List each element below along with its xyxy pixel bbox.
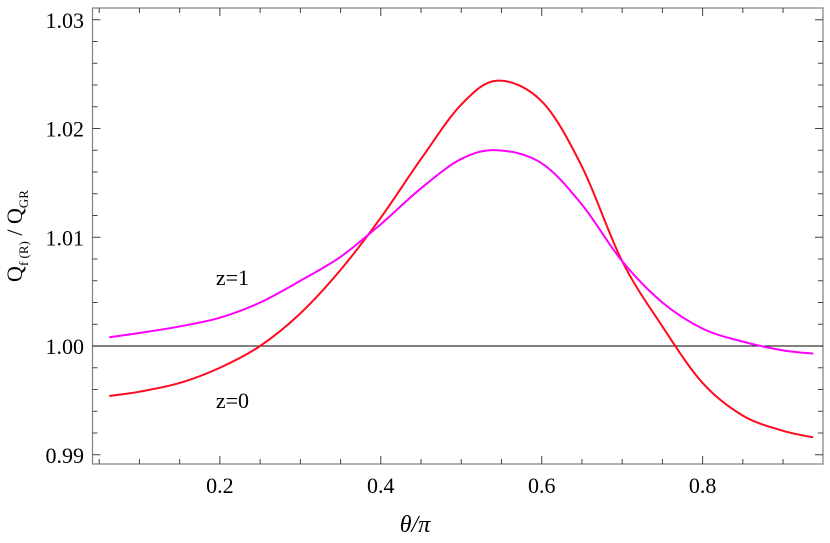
ticks	[92, 8, 823, 464]
x-tick-label: 0.4	[367, 473, 395, 498]
annotation-z-1: z=1	[216, 265, 249, 290]
annotations: z=1 z=0	[216, 265, 249, 413]
series-group	[109, 79, 814, 439]
y-tick-label: 1.01	[46, 225, 85, 250]
y-tick-label: 1.02	[46, 117, 85, 142]
y-tick-label: 1.03	[46, 8, 85, 33]
x-tick-label: 0.2	[206, 473, 234, 498]
annotation-z-0: z=0	[216, 388, 249, 413]
plot-frame	[91, 7, 824, 465]
x-tick-label: 0.6	[528, 473, 556, 498]
x-axis-label: θ/π	[400, 512, 431, 538]
series-line-z-1	[109, 149, 814, 355]
y-axis-label: Qf (R) / QGR	[2, 190, 31, 282]
series-line-z-0	[109, 79, 814, 439]
y-tick-label: 1.00	[46, 334, 85, 359]
x-tick-label: 0.8	[689, 473, 717, 498]
tick-labels: 0.2 0.4 0.6 0.8 0.99 1.00 1.01 1.02 1.03	[46, 8, 717, 498]
y-tick-label: 0.99	[46, 443, 85, 468]
